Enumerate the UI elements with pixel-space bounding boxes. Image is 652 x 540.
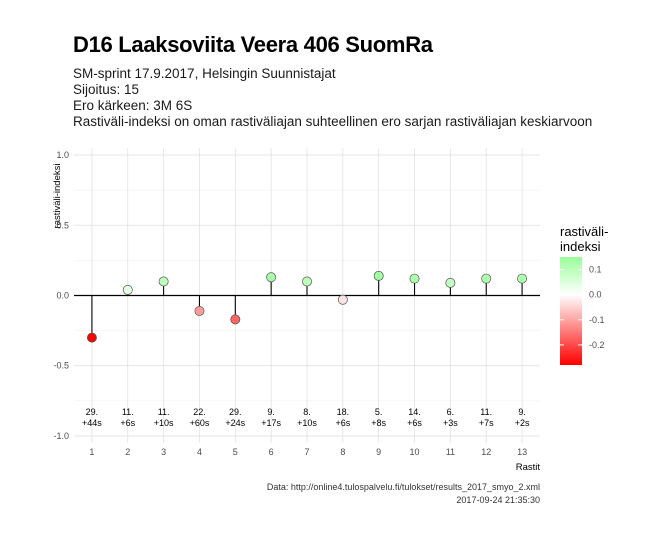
- x-tick-label: 4: [197, 447, 202, 457]
- annotation-diff-3: +10s: [154, 418, 174, 428]
- x-axis-label: Rastit: [516, 462, 541, 473]
- x-tick-label: 13: [517, 447, 527, 457]
- point-8: [337, 294, 348, 305]
- point-4: [194, 306, 205, 316]
- point-11: [445, 277, 456, 288]
- chart-title: D16 Laaksoviita Veera 406 SuomRa: [73, 32, 433, 57]
- annotation-diff-10: +6s: [407, 418, 422, 428]
- annotation-diff-7: +10s: [297, 418, 317, 428]
- y-tick-label: -0.5: [53, 361, 69, 371]
- legend-tick-label: -0.2: [589, 340, 605, 350]
- legend: 0.1 0.0 -0.1 -0.2: [560, 257, 605, 365]
- annotation-rank-7: 8.: [303, 407, 311, 417]
- annotation-rank-10: 14.: [408, 407, 421, 417]
- x-tick-label: 1: [89, 447, 94, 457]
- x-tick-label: 8: [340, 447, 345, 457]
- point-9: [373, 270, 384, 281]
- annotation-rank-9: 5.: [375, 407, 383, 417]
- x-tick-label: 7: [304, 447, 309, 457]
- legend-title-line-1: rastiväli-: [560, 224, 609, 239]
- annotation-rank-11: 6.: [447, 407, 455, 417]
- x-tick-label: 10: [410, 447, 420, 457]
- annotation-diff-4: +60s: [190, 418, 210, 428]
- annotation-rank-5: 29.: [229, 407, 242, 417]
- point-10: [409, 273, 420, 284]
- annotation-diff-9: +8s: [371, 418, 386, 428]
- point-7: [302, 276, 312, 287]
- y-tick-label: 0.5: [56, 220, 69, 230]
- point-5: [230, 314, 241, 325]
- annotation-rank-3: 11.: [158, 407, 170, 417]
- annotation-rank-12: 11.: [480, 407, 492, 417]
- subtitle-description: Rastiväli-indeksi on oman rastiväliajan …: [73, 114, 593, 129]
- legend-tick-label: -0.1: [589, 315, 605, 325]
- annotation-diff-6: +17s: [261, 418, 281, 428]
- annotation-diff-8: +6s: [335, 418, 350, 428]
- subtitle-placement: Sijoitus: 15: [73, 82, 140, 97]
- y-tick-label: 0.0: [56, 291, 69, 301]
- point-12: [481, 273, 492, 284]
- x-tick-label: 11: [446, 447, 455, 457]
- y-axis-label: rastiväli-indeksi: [52, 164, 63, 229]
- point-2: [122, 284, 133, 295]
- annotation-diff-13: +2s: [515, 418, 530, 428]
- annotation-diff-12: +7s: [479, 418, 494, 428]
- annotation-rank-1: 29.: [86, 407, 99, 417]
- annotation-diff-2: +6s: [120, 418, 135, 428]
- marks: [74, 270, 540, 343]
- legend-title-line-2: indeksi: [560, 239, 601, 254]
- labels: rastiväli-indeksi Rastit -1.0 -0.5 0.0 0.5 1…: [52, 150, 540, 473]
- subtitle-gap: Ero kärkeen: 3M 6S: [73, 98, 193, 113]
- timestamp-caption: 2017-09-24 21:35:30: [456, 495, 540, 505]
- grid: [74, 148, 540, 443]
- annotation-diff-1: +44s: [82, 418, 102, 428]
- legend-colorbar: [560, 257, 582, 365]
- annotation-diff-11: +3s: [443, 418, 458, 428]
- x-tick-label: 5: [233, 447, 238, 457]
- x-tick-label: 3: [161, 447, 166, 457]
- x-tick-label: 2: [125, 447, 130, 457]
- legend-title: rastiväli- indeksi: [560, 224, 608, 254]
- legend-tick-label: 0.1: [589, 265, 602, 275]
- annotation-rank-13: 9.: [518, 407, 526, 417]
- point-3: [158, 276, 169, 287]
- legend-tick-label: 0.0: [589, 290, 602, 300]
- x-tick-label: 6: [269, 447, 274, 457]
- point-1: [86, 332, 97, 343]
- x-tick-label: 12: [481, 447, 491, 457]
- y-tick-label: -1.0: [53, 431, 69, 441]
- y-tick-label: 1.0: [56, 150, 69, 160]
- annotation-rank-2: 11.: [122, 407, 134, 417]
- point-6: [266, 272, 277, 283]
- point-13: [517, 273, 528, 284]
- x-tick-label: 9: [376, 447, 381, 457]
- annotation-rank-8: 18.: [337, 407, 350, 417]
- data-source-caption: Data: http://online4.tulospalvelu.fi/tul…: [266, 482, 540, 492]
- annotation-rank-4: 22.: [193, 407, 206, 417]
- annotation-rank-6: 9.: [267, 407, 275, 417]
- subtitle-event: SM-sprint 17.9.2017, Helsingin Suunnista…: [73, 66, 336, 81]
- annotation-diff-5: +24s: [225, 418, 245, 428]
